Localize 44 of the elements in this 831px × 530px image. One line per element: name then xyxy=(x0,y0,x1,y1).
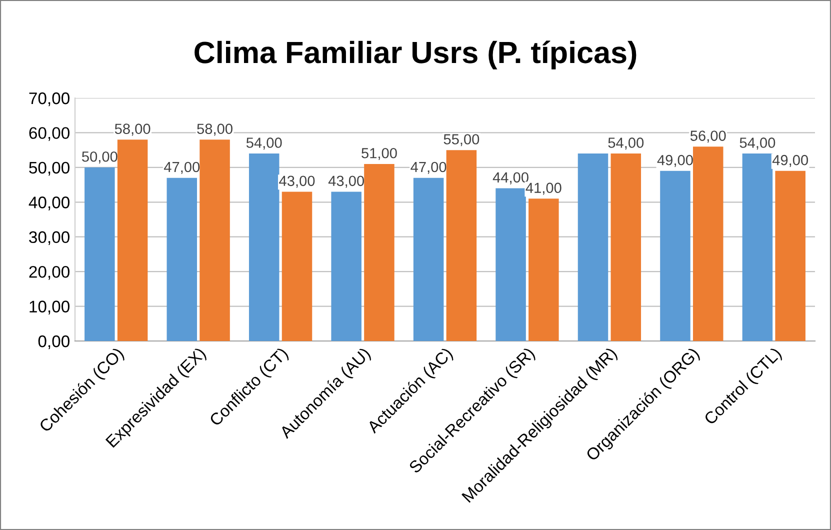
y-tick-label: 10,00 xyxy=(30,300,70,314)
bar xyxy=(413,178,444,341)
data-label: 51,00 xyxy=(362,148,397,160)
y-tick-label: 70,00 xyxy=(29,92,70,106)
data-label: 54,00 xyxy=(246,138,282,150)
data-label: 58,00 xyxy=(197,124,232,136)
bar xyxy=(200,140,230,341)
bar xyxy=(248,154,280,341)
data-label: 55,00 xyxy=(444,134,480,146)
bar xyxy=(610,154,642,341)
bar xyxy=(528,198,559,341)
bar xyxy=(84,167,115,341)
data-label: 58,00 xyxy=(114,124,150,136)
y-tick-label: 60,00 xyxy=(29,127,70,141)
data-label: 54,00 xyxy=(740,138,776,150)
bar xyxy=(742,154,773,341)
bar xyxy=(660,170,690,341)
data-label: 49,00 xyxy=(772,154,808,167)
bar xyxy=(364,164,394,341)
bar xyxy=(578,154,608,341)
y-tick-label: 30,00 xyxy=(29,231,70,246)
data-label: 54,00 xyxy=(608,138,644,150)
y-tick-label: 50,00 xyxy=(29,162,70,176)
y-tick-label: 40,00 xyxy=(28,196,70,210)
data-label: 43,00 xyxy=(328,176,364,188)
bar xyxy=(117,140,148,341)
data-label: 50,00 xyxy=(82,151,118,164)
data-label: 44,00 xyxy=(492,172,528,184)
y-tick-label: 0,00 xyxy=(38,335,70,350)
bar xyxy=(282,192,312,341)
data-label: 41,00 xyxy=(526,182,562,195)
data-label: 43,00 xyxy=(279,176,315,188)
data-label: 56,00 xyxy=(690,130,726,143)
chart-title: Clima Familiar Usrs (P. típicas) xyxy=(194,40,636,70)
data-label: 49,00 xyxy=(657,154,693,167)
bar xyxy=(446,150,477,341)
y-tick-label: 20,00 xyxy=(29,266,70,280)
data-label: 47,00 xyxy=(164,162,200,174)
bar xyxy=(331,192,362,341)
bar xyxy=(775,170,806,341)
bar xyxy=(166,178,198,341)
bar xyxy=(692,146,724,341)
data-label: 47,00 xyxy=(410,162,446,174)
bar xyxy=(496,188,526,341)
